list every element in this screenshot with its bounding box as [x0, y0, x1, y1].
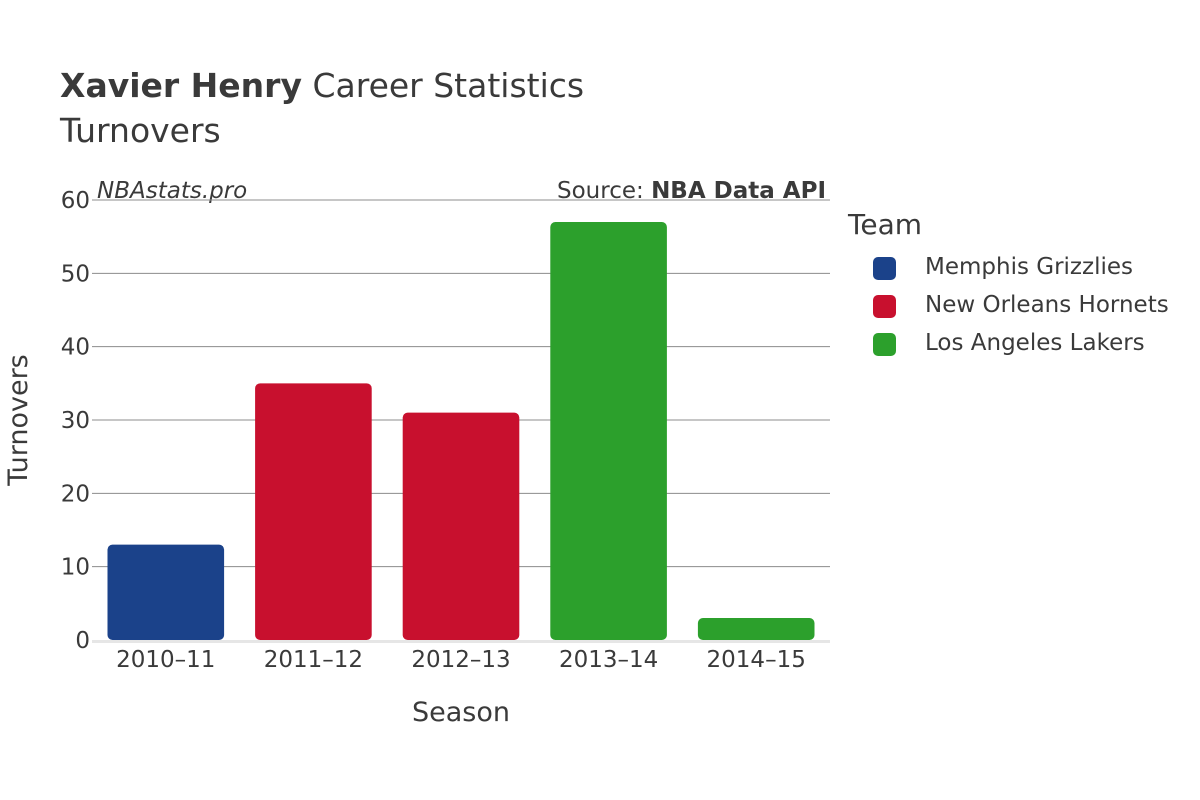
x-tick-label-2010-11: 2010–11	[116, 647, 215, 673]
x-tick-label-2014-15: 2014–15	[707, 647, 806, 673]
x-axis-title: Season	[412, 697, 510, 728]
chart-subtitle: Turnovers	[60, 111, 221, 150]
bar-2014-15	[697, 618, 815, 640]
x-tick-label-2012-13: 2012–13	[411, 647, 510, 673]
chart-title: Xavier Henry Career Statistics	[60, 66, 584, 105]
x-tick-label-2011-12: 2011–12	[264, 647, 363, 673]
y-tick-label-0: 0	[75, 628, 90, 654]
legend-item-new-orleans-hornets[interactable]: New Orleans Hornets	[848, 289, 1169, 327]
legend-label-memphis-grizzlies: Memphis Grizzlies	[925, 254, 1133, 280]
legend-item-memphis-grizzlies[interactable]: Memphis Grizzlies	[848, 251, 1133, 289]
bar-2011-12	[255, 383, 372, 640]
legend-swatch-los-angeles-lakers	[873, 333, 896, 356]
bar-2013-14	[550, 222, 667, 640]
legend-item-los-angeles-lakers[interactable]: Los Angeles Lakers	[848, 327, 1145, 365]
legend-label-los-angeles-lakers: Los Angeles Lakers	[925, 330, 1145, 356]
y-tick-label-60: 60	[61, 188, 90, 214]
y-tick-label-40: 40	[61, 335, 90, 361]
legend-label-new-orleans-hornets: New Orleans Hornets	[925, 292, 1169, 318]
legend: Team Memphis Grizzlies New Orleans Horne…	[848, 208, 1169, 365]
legend-title: Team	[848, 208, 923, 241]
y-tick-label-10: 10	[61, 555, 90, 581]
y-tick-label-20: 20	[61, 481, 90, 507]
x-tick-label-2013-14: 2013–14	[559, 647, 658, 673]
bar-2010-11	[107, 544, 225, 640]
bar-2012-13	[402, 412, 520, 640]
y-tick-label-30: 30	[61, 408, 90, 434]
legend-swatch-memphis-grizzlies	[873, 257, 896, 280]
y-axis-title: Turnovers	[3, 354, 34, 487]
y-tick-label-50: 50	[61, 261, 90, 287]
title-suffix: Career Statistics	[301, 66, 585, 105]
player-name: Xavier Henry	[60, 66, 302, 105]
legend-swatch-new-orleans-hornets	[873, 295, 896, 318]
